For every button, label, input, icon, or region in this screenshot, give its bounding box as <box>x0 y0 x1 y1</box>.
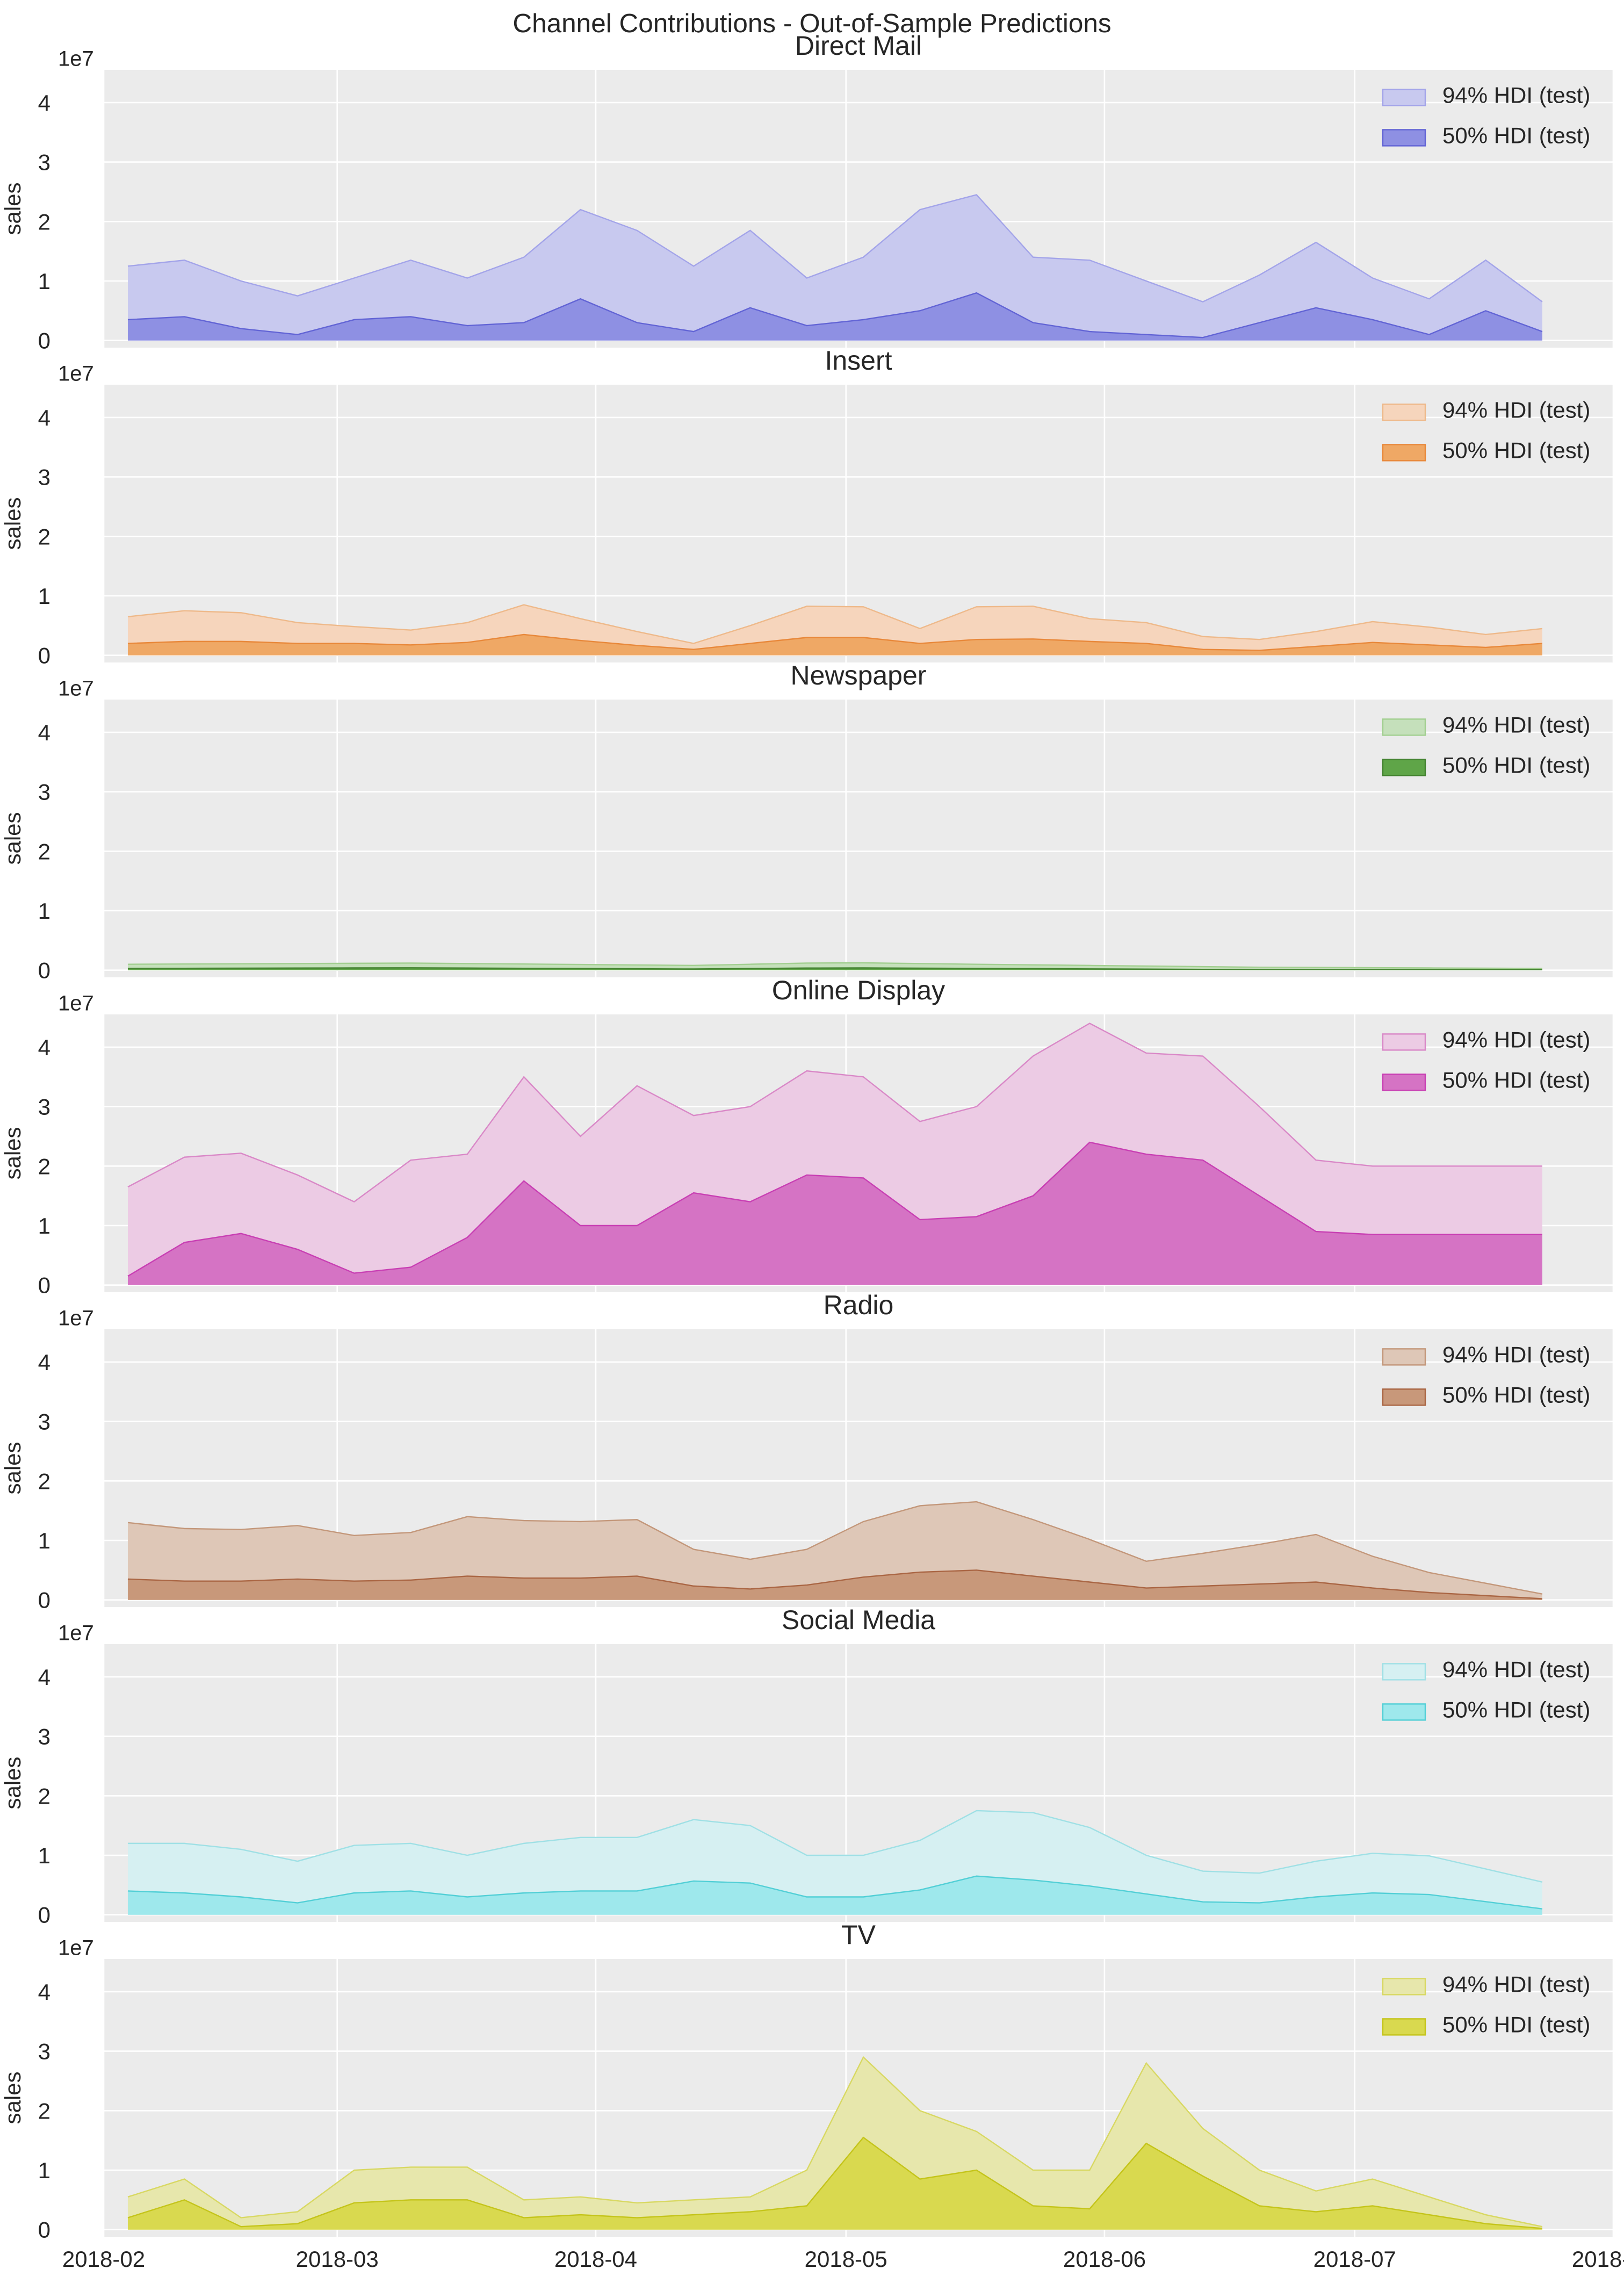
svg-text:94% HDI (test): 94% HDI (test) <box>1442 397 1590 422</box>
svg-text:2: 2 <box>38 524 50 549</box>
svg-text:TV: TV <box>841 1920 876 1950</box>
svg-text:3: 3 <box>38 1409 50 1435</box>
svg-text:1e7: 1e7 <box>58 677 94 701</box>
svg-text:sales: sales <box>0 497 25 550</box>
svg-text:2018-02: 2018-02 <box>62 2246 145 2269</box>
svg-text:sales: sales <box>0 2071 25 2124</box>
svg-text:2: 2 <box>38 1468 50 1494</box>
svg-text:1: 1 <box>38 2158 50 2183</box>
svg-text:1: 1 <box>38 269 50 294</box>
svg-text:0: 0 <box>38 1588 50 1613</box>
svg-text:94% HDI (test): 94% HDI (test) <box>1442 82 1590 107</box>
svg-text:Social Media: Social Media <box>782 1605 935 1635</box>
svg-text:4: 4 <box>38 90 50 116</box>
svg-text:2018-04: 2018-04 <box>554 2246 637 2269</box>
svg-text:94% HDI (test): 94% HDI (test) <box>1442 1027 1590 1052</box>
svg-text:2: 2 <box>38 1783 50 1809</box>
svg-text:2018-07: 2018-07 <box>1313 2246 1396 2269</box>
svg-text:3: 3 <box>38 465 50 490</box>
svg-text:1e7: 1e7 <box>58 992 94 1015</box>
svg-text:3: 3 <box>38 780 50 805</box>
svg-text:1: 1 <box>38 584 50 609</box>
svg-text:50% HDI (test): 50% HDI (test) <box>1442 752 1590 777</box>
svg-text:1: 1 <box>38 898 50 924</box>
svg-text:Newspaper: Newspaper <box>791 660 927 690</box>
svg-text:Direct Mail: Direct Mail <box>795 31 922 61</box>
svg-text:94% HDI (test): 94% HDI (test) <box>1442 1342 1590 1367</box>
svg-text:1: 1 <box>38 1843 50 1868</box>
svg-text:94% HDI (test): 94% HDI (test) <box>1442 712 1590 737</box>
svg-text:50% HDI (test): 50% HDI (test) <box>1442 1697 1590 1722</box>
svg-text:94% HDI (test): 94% HDI (test) <box>1442 1656 1590 1682</box>
svg-text:1e7: 1e7 <box>58 1936 94 1960</box>
svg-text:Online Display: Online Display <box>772 975 945 1005</box>
svg-text:3: 3 <box>38 1724 50 1749</box>
svg-text:94% HDI (test): 94% HDI (test) <box>1442 1971 1590 1997</box>
svg-text:50% HDI (test): 50% HDI (test) <box>1442 437 1590 463</box>
svg-text:50% HDI (test): 50% HDI (test) <box>1442 123 1590 148</box>
svg-text:50% HDI (test): 50% HDI (test) <box>1442 2012 1590 2037</box>
svg-text:2: 2 <box>38 1154 50 1179</box>
svg-text:0: 0 <box>38 643 50 668</box>
svg-text:1: 1 <box>38 1213 50 1238</box>
svg-text:sales: sales <box>0 1442 25 1494</box>
svg-text:sales: sales <box>0 182 25 235</box>
svg-text:1e7: 1e7 <box>58 1307 94 1330</box>
svg-text:2: 2 <box>38 209 50 234</box>
svg-text:4: 4 <box>38 1350 50 1375</box>
svg-text:0: 0 <box>38 958 50 983</box>
svg-text:4: 4 <box>38 1979 50 2005</box>
svg-text:3: 3 <box>38 150 50 175</box>
svg-text:50% HDI (test): 50% HDI (test) <box>1442 1067 1590 1092</box>
svg-text:1e7: 1e7 <box>58 1622 94 1645</box>
svg-text:3: 3 <box>38 2039 50 2064</box>
svg-text:50% HDI (test): 50% HDI (test) <box>1442 1382 1590 1407</box>
svg-text:0: 0 <box>38 1903 50 1928</box>
svg-text:2018-08: 2018-08 <box>1572 2246 1624 2269</box>
svg-text:2: 2 <box>38 2098 50 2123</box>
svg-text:sales: sales <box>0 1756 25 1809</box>
svg-text:1e7: 1e7 <box>58 47 94 71</box>
svg-text:2018-05: 2018-05 <box>805 2246 887 2269</box>
svg-text:4: 4 <box>38 1665 50 1690</box>
svg-text:0: 0 <box>38 2217 50 2243</box>
svg-text:sales: sales <box>0 1127 25 1179</box>
svg-text:4: 4 <box>38 405 50 430</box>
svg-text:Radio: Radio <box>824 1290 894 1320</box>
svg-text:2018-03: 2018-03 <box>296 2246 379 2269</box>
svg-text:0: 0 <box>38 1273 50 1298</box>
svg-text:3: 3 <box>38 1094 50 1120</box>
svg-text:sales: sales <box>0 812 25 865</box>
svg-text:1e7: 1e7 <box>58 362 94 386</box>
svg-text:4: 4 <box>38 720 50 745</box>
svg-text:0: 0 <box>38 328 50 354</box>
svg-text:Insert: Insert <box>825 345 892 376</box>
svg-text:2018-06: 2018-06 <box>1063 2246 1146 2269</box>
svg-text:1: 1 <box>38 1528 50 1553</box>
svg-text:2: 2 <box>38 839 50 864</box>
svg-text:4: 4 <box>38 1035 50 1060</box>
